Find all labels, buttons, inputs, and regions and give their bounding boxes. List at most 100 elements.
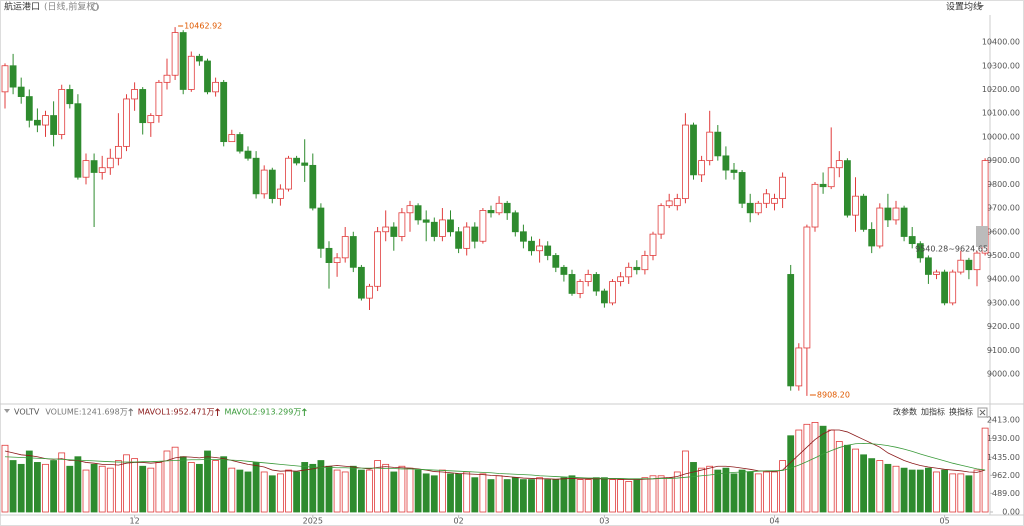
volume-bar [673,471,681,513]
candle-body [665,200,673,207]
volume-bar [795,429,803,513]
volume-bar [479,473,487,513]
y-tick-label: 9700.00 [987,204,1020,213]
candle-body [698,160,705,176]
candle-body [479,210,487,242]
candle-body [82,160,90,178]
volume-bar [422,473,430,513]
volume-bar [74,456,82,513]
indicator-button[interactable]: 加指标 [921,407,945,417]
candle-body [787,274,795,387]
volume-bar [179,456,187,513]
volume-bar [852,448,859,513]
range-marker [976,226,988,247]
candle-body [925,257,932,275]
volume-bar [252,462,260,513]
candle-body [98,167,106,173]
candle-body [795,347,803,387]
candle-body [503,202,511,214]
candle-body [309,164,317,209]
volume-bar [260,471,268,513]
volume-bar [187,462,195,513]
x-tick-label: 02 [454,517,464,526]
volume-bar [115,460,122,513]
volume-bar [528,479,535,513]
candle-body [868,228,876,247]
volume-bar [406,467,414,513]
candle-body [908,236,916,245]
candle-body [349,236,357,268]
volume-bar [908,469,916,513]
y2-tick-label: 962.00 [992,471,1020,480]
volume-bar [787,435,795,513]
volume-bar [827,429,835,513]
volume-bar [706,465,714,513]
y-tick-label: 9200.00 [987,322,1020,331]
collapse-icon[interactable] [4,409,10,413]
volume-bar [819,425,827,513]
y-tick-label: 9400.00 [987,275,1020,284]
candle-body [495,202,503,214]
candle-body [852,195,859,216]
candle-body [609,281,616,304]
candle-body [341,236,349,259]
volume-bar [544,479,552,513]
ma-menu[interactable]: 设置均线 [946,1,982,13]
candle-body [260,169,268,195]
indicator-button[interactable]: 改参数 [893,407,917,417]
volume-bar [495,475,503,513]
volume-bar [949,473,957,513]
volume-bar [244,471,252,513]
candle-body [430,221,438,237]
candle-body [147,115,155,124]
candle-body [455,231,463,249]
candle-body [115,145,122,159]
candle-body [244,150,252,159]
y2-tick-label: 1930.00 [987,434,1020,443]
volume-bar [90,463,98,513]
x-tick-label: 04 [769,517,779,526]
candle-body [398,212,406,237]
volume-bar [171,446,179,513]
volume-bar [511,477,519,513]
volume-bar [625,481,633,513]
candle-body [123,98,130,147]
indicator-button[interactable]: 换指标 [949,407,973,417]
volume-bar [900,467,908,513]
candle-body [835,160,843,169]
volume-bar [552,479,560,513]
volume-bar [520,479,527,513]
x-tick-label: 2025 [303,517,323,526]
y-tick-label: 9900.00 [987,156,1020,165]
volume-bar [682,450,689,513]
ma-line [4,442,986,480]
y-tick-label: 9100.00 [987,346,1020,355]
candle-body [657,205,665,235]
title: 航运港口 [4,1,40,13]
volume-bar [1,444,9,513]
candle-body [560,266,568,275]
candle-body [625,266,633,278]
candle-body [50,115,57,135]
volume-bar [374,460,382,513]
candle-body [1,65,9,93]
settings-icon[interactable] [91,3,99,11]
volume-bar [746,471,754,513]
volume-bar [317,460,325,513]
candle-body [884,207,892,221]
annotation: 8908.20 [817,391,850,400]
candle-body [965,259,973,271]
volume-bar [349,465,357,513]
volume-bar [633,479,641,513]
volume-bar [25,450,33,513]
candle-body [844,160,851,216]
candle-body [860,195,867,230]
candle-body [58,89,66,135]
candle-body [576,281,584,294]
candle-body [584,274,592,282]
volume-bar [163,450,171,513]
y-tick-label: 10100.00 [982,109,1020,118]
candle-body [155,81,163,116]
candle-body [414,205,422,221]
